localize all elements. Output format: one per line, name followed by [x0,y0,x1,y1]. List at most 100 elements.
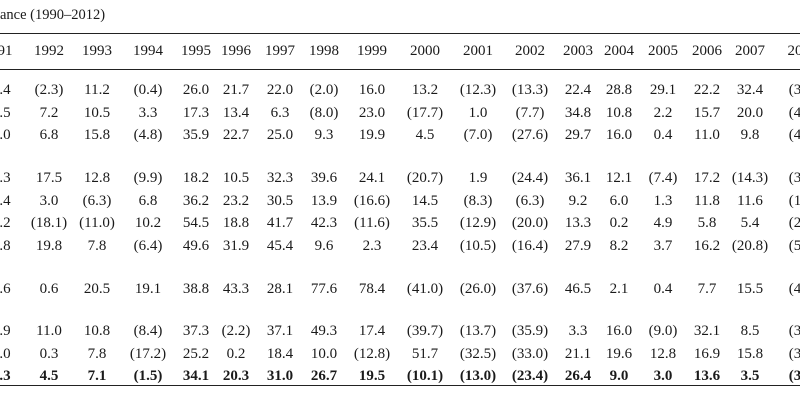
total-cell: 9.0 [609,368,629,384]
table-cell: 8.2 [609,238,629,254]
table-cell: 7.8 [87,346,107,362]
table-cell: 20.0 [736,105,764,121]
table-cell: 10.8 [605,105,633,121]
table-cell: 16.9 [693,346,721,362]
table-cell: 43.3 [222,281,250,297]
table-cell: 12.1 [605,170,633,186]
table-cell: (17.7) [406,105,444,121]
column-header: 2005 [648,43,678,59]
table-cell: (7.4) [648,170,678,186]
table-cell: 7.2 [39,105,59,121]
table-cell: 42.3 [310,215,338,231]
table-cell: .4 [0,82,11,98]
table-cell: 16.0 [605,127,633,143]
table-cell: (0.4) [133,82,163,98]
table-cell: (5 [788,238,800,254]
table-cell: (8.0) [309,105,339,121]
table-cell: 30.5 [266,193,294,209]
table-cell: 12.8 [649,346,677,362]
table-cell: (24.4) [511,170,549,186]
table-cell: (26.0) [459,281,497,297]
column-header: 2002 [515,43,545,59]
table-cell: (16.4) [511,238,549,254]
table-cell: .8 [0,238,11,254]
total-cell: .3 [0,368,11,384]
table-cell: (1 [788,193,800,209]
column-header: 1994 [133,43,163,59]
table-cell: 3.3 [138,105,158,121]
table-cell: 32.4 [736,82,764,98]
table-cell: .2 [0,215,11,231]
table-cell: 15.8 [736,346,764,362]
table-cell: 9.2 [568,193,588,209]
table-cell: 4.5 [415,127,435,143]
table-cell: 3.3 [568,323,588,339]
table-cell: (35.9) [511,323,549,339]
table-cell: 11.0 [36,323,62,339]
table-cell: 29.1 [649,82,677,98]
table-cell: (7.0) [463,127,493,143]
table-cell: 8.5 [740,323,760,339]
table-cell: 2.1 [609,281,629,297]
table-cell: 17.5 [35,170,63,186]
table-cell: (3 [788,82,800,98]
table-cell: 24.1 [358,170,386,186]
table-cell: 10.5 [222,170,250,186]
table-cell: 32.1 [693,323,721,339]
table-cell: 17.4 [358,323,386,339]
table-cell: (2.3) [34,82,64,98]
total-cell: 26.4 [564,368,592,384]
column-header: 1996 [221,43,251,59]
table-cell: 32.3 [266,170,294,186]
total-cell: 7.1 [87,368,107,384]
table-cell: 3.0 [39,193,59,209]
table-cell: 49.3 [310,323,338,339]
table-cell: 6.8 [138,193,158,209]
table-cell: 6.3 [270,105,290,121]
table-cell: 1.0 [468,105,488,121]
table-cell: 37.3 [182,323,210,339]
table-cell: (7.7) [515,105,545,121]
total-cell: (23.4) [511,368,549,384]
total-cell: 4.5 [39,368,59,384]
table-cell: (2 [788,215,800,231]
table-cell: 25.0 [266,127,294,143]
table-cell: (12.9) [459,215,497,231]
column-header: 1992 [34,43,64,59]
table-cell: 0.2 [609,215,629,231]
table-cell: 6.0 [609,193,629,209]
total-cell: 19.5 [358,368,386,384]
bottom-rule [0,385,800,386]
total-cell: (1.5) [133,368,163,384]
table-cell: 0.6 [39,281,59,297]
table-cell: 5.8 [697,215,717,231]
table-cell: 41.7 [266,215,294,231]
table-cell: 54.5 [182,215,210,231]
table-cell: (12.3) [459,82,497,98]
table-cell: (9.0) [648,323,678,339]
total-cell: 31.0 [266,368,294,384]
table-cell: 17.3 [182,105,210,121]
table-cell: (4 [788,127,800,143]
table-cell: 31.9 [222,238,250,254]
table-cell: 5.4 [740,215,760,231]
table-cell: 11.8 [694,193,720,209]
table-cell: .5 [0,105,11,121]
table-cell: (33.0) [511,346,549,362]
table-cell: 19.9 [358,127,386,143]
table-cell: 22.4 [564,82,592,98]
table-cell: (13.3) [511,82,549,98]
table-cell: 35.9 [182,127,210,143]
table-cell: 35.5 [411,215,439,231]
column-header: 2001 [463,43,493,59]
table-cell: 25.2 [182,346,210,362]
column-header: 2004 [604,43,634,59]
table-cell: 10.2 [134,215,162,231]
column-header: 1998 [309,43,339,59]
table-cell: (6.4) [133,238,163,254]
column-header: 2006 [692,43,722,59]
table-cell: 11.6 [737,193,763,209]
table-cell: 39.6 [310,170,338,186]
column-header: 2007 [735,43,765,59]
table-cell: 18.4 [266,346,294,362]
